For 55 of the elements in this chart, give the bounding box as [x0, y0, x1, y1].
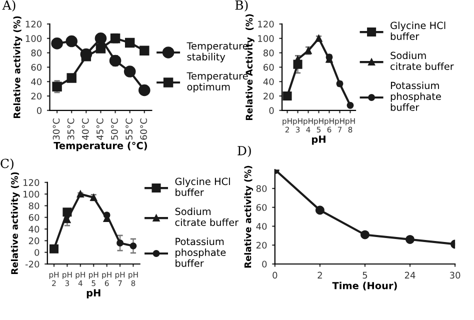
legend-label: Potassium phosphate buffer	[390, 82, 441, 111]
y-tick-label: 60	[256, 204, 267, 211]
y-tick-label: 100	[258, 35, 274, 42]
y-tick-label: 60	[31, 64, 42, 71]
chart-title: D)	[238, 146, 251, 158]
x-tick-label: 30°C	[52, 118, 60, 140]
y-tick-label: 80	[31, 50, 42, 56]
x-tick-label: 5	[362, 272, 368, 279]
x-axis-title: pH	[312, 136, 326, 145]
y-tick-label: 40	[28, 226, 40, 233]
legend-label: Sodium citrate buffer	[175, 208, 239, 226]
y-tick-label: 0	[262, 260, 267, 268]
y-tick-label: 100	[24, 190, 40, 198]
x-axis-title: Time (Hour)	[332, 282, 397, 290]
legend-label: Glycine HCl buffer	[175, 178, 230, 196]
x-axis-title: Temperature (°C)	[54, 142, 147, 152]
x-tick-label: 40°C	[82, 118, 89, 140]
y-tick-label: 0	[34, 249, 40, 256]
y-axis-title: Relative activity (%)	[13, 16, 22, 118]
chart-title: A)	[2, 0, 16, 12]
y-axis-title: Relative activity (%)	[244, 166, 254, 268]
y-tick-label: 20	[31, 92, 42, 100]
y-tick-label: 0	[269, 107, 274, 114]
x-tick-label: 50°C	[111, 118, 118, 140]
x-tick-label: 55°C	[126, 118, 132, 140]
y-tick-label: 40	[256, 222, 267, 230]
y-tick-label: 0	[36, 107, 42, 114]
y-tick-label: 80	[256, 185, 267, 192]
y-tick-label: 120	[258, 20, 274, 28]
y-tick-label: 40	[31, 78, 42, 86]
y-axis-title: Relative activity (%)	[10, 172, 20, 274]
y-tick-label: 100	[26, 35, 42, 42]
x-tick-label: 2	[318, 272, 322, 278]
y-tick-label: 120	[26, 20, 42, 28]
legend-label: Potassium phosphate buffer	[176, 238, 226, 267]
y-tick-label: 120	[24, 179, 40, 186]
x-tick-label: 35°C	[67, 118, 74, 140]
x-tick-label: 60°C	[140, 118, 148, 140]
x-tick-label: 30	[450, 272, 460, 279]
x-tick-label: 45°C	[96, 118, 104, 140]
x-tick-label: 24	[404, 272, 416, 278]
y-tick-label: 60	[264, 64, 274, 71]
y-tick-label: -20	[25, 260, 40, 268]
y-tick-label: 60	[28, 214, 40, 221]
y-tick-label: 80	[264, 50, 274, 56]
x-axis-title: pH	[86, 289, 100, 298]
legend-label: Glycine HCl buffer	[390, 22, 446, 40]
chart-title: C)	[0, 158, 14, 170]
y-tick-label: 20	[256, 242, 267, 249]
legend-label: Sodium citrate buffer	[390, 52, 454, 70]
y-tick-label: 20	[264, 92, 274, 100]
chart-title: B)	[235, 0, 248, 12]
y-tick-label: 80	[28, 202, 40, 210]
y-tick-label: 20	[28, 237, 40, 244]
y-tick-label: 40	[263, 78, 274, 86]
